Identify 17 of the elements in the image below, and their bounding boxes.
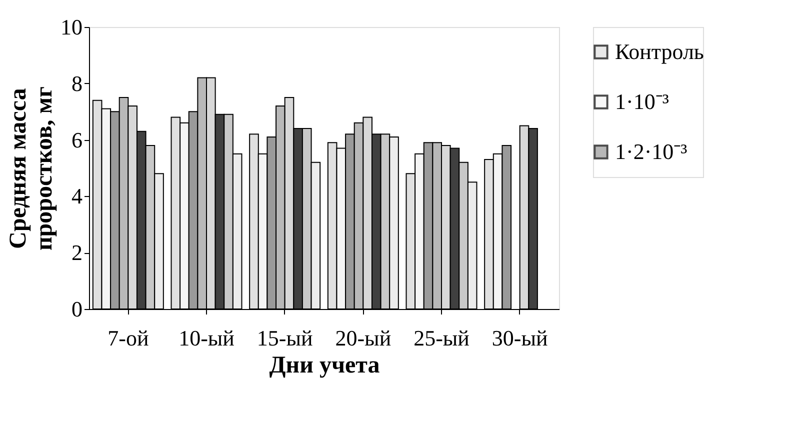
x-axis-title: Дни учета <box>269 352 380 378</box>
x-tick-label: 20-ый <box>335 326 392 350</box>
y-tick-label: 4 <box>72 184 82 209</box>
y-tick-label: 8 <box>72 70 82 96</box>
y-tick-label: 2 <box>72 240 82 266</box>
legend-label: 1·10⁻³ <box>615 89 670 114</box>
y-tick-label: 0 <box>72 296 82 322</box>
legend-label: 1·2·10⁻³ <box>615 139 688 164</box>
x-tick-label: 25-ый <box>414 326 470 350</box>
x-tick-label: 7-ой <box>108 326 149 350</box>
y-tick-label: 10 <box>60 14 82 40</box>
x-tick-label: 30-ый <box>492 326 548 350</box>
y-tick-label: 6 <box>72 127 82 152</box>
x-tick-label: 15-ый <box>256 326 313 350</box>
y-axis-title: Средняя масса проростков, мг <box>6 86 58 251</box>
x-tick-label: 10-ый <box>178 326 235 350</box>
legend-label: Контроль <box>615 39 704 64</box>
